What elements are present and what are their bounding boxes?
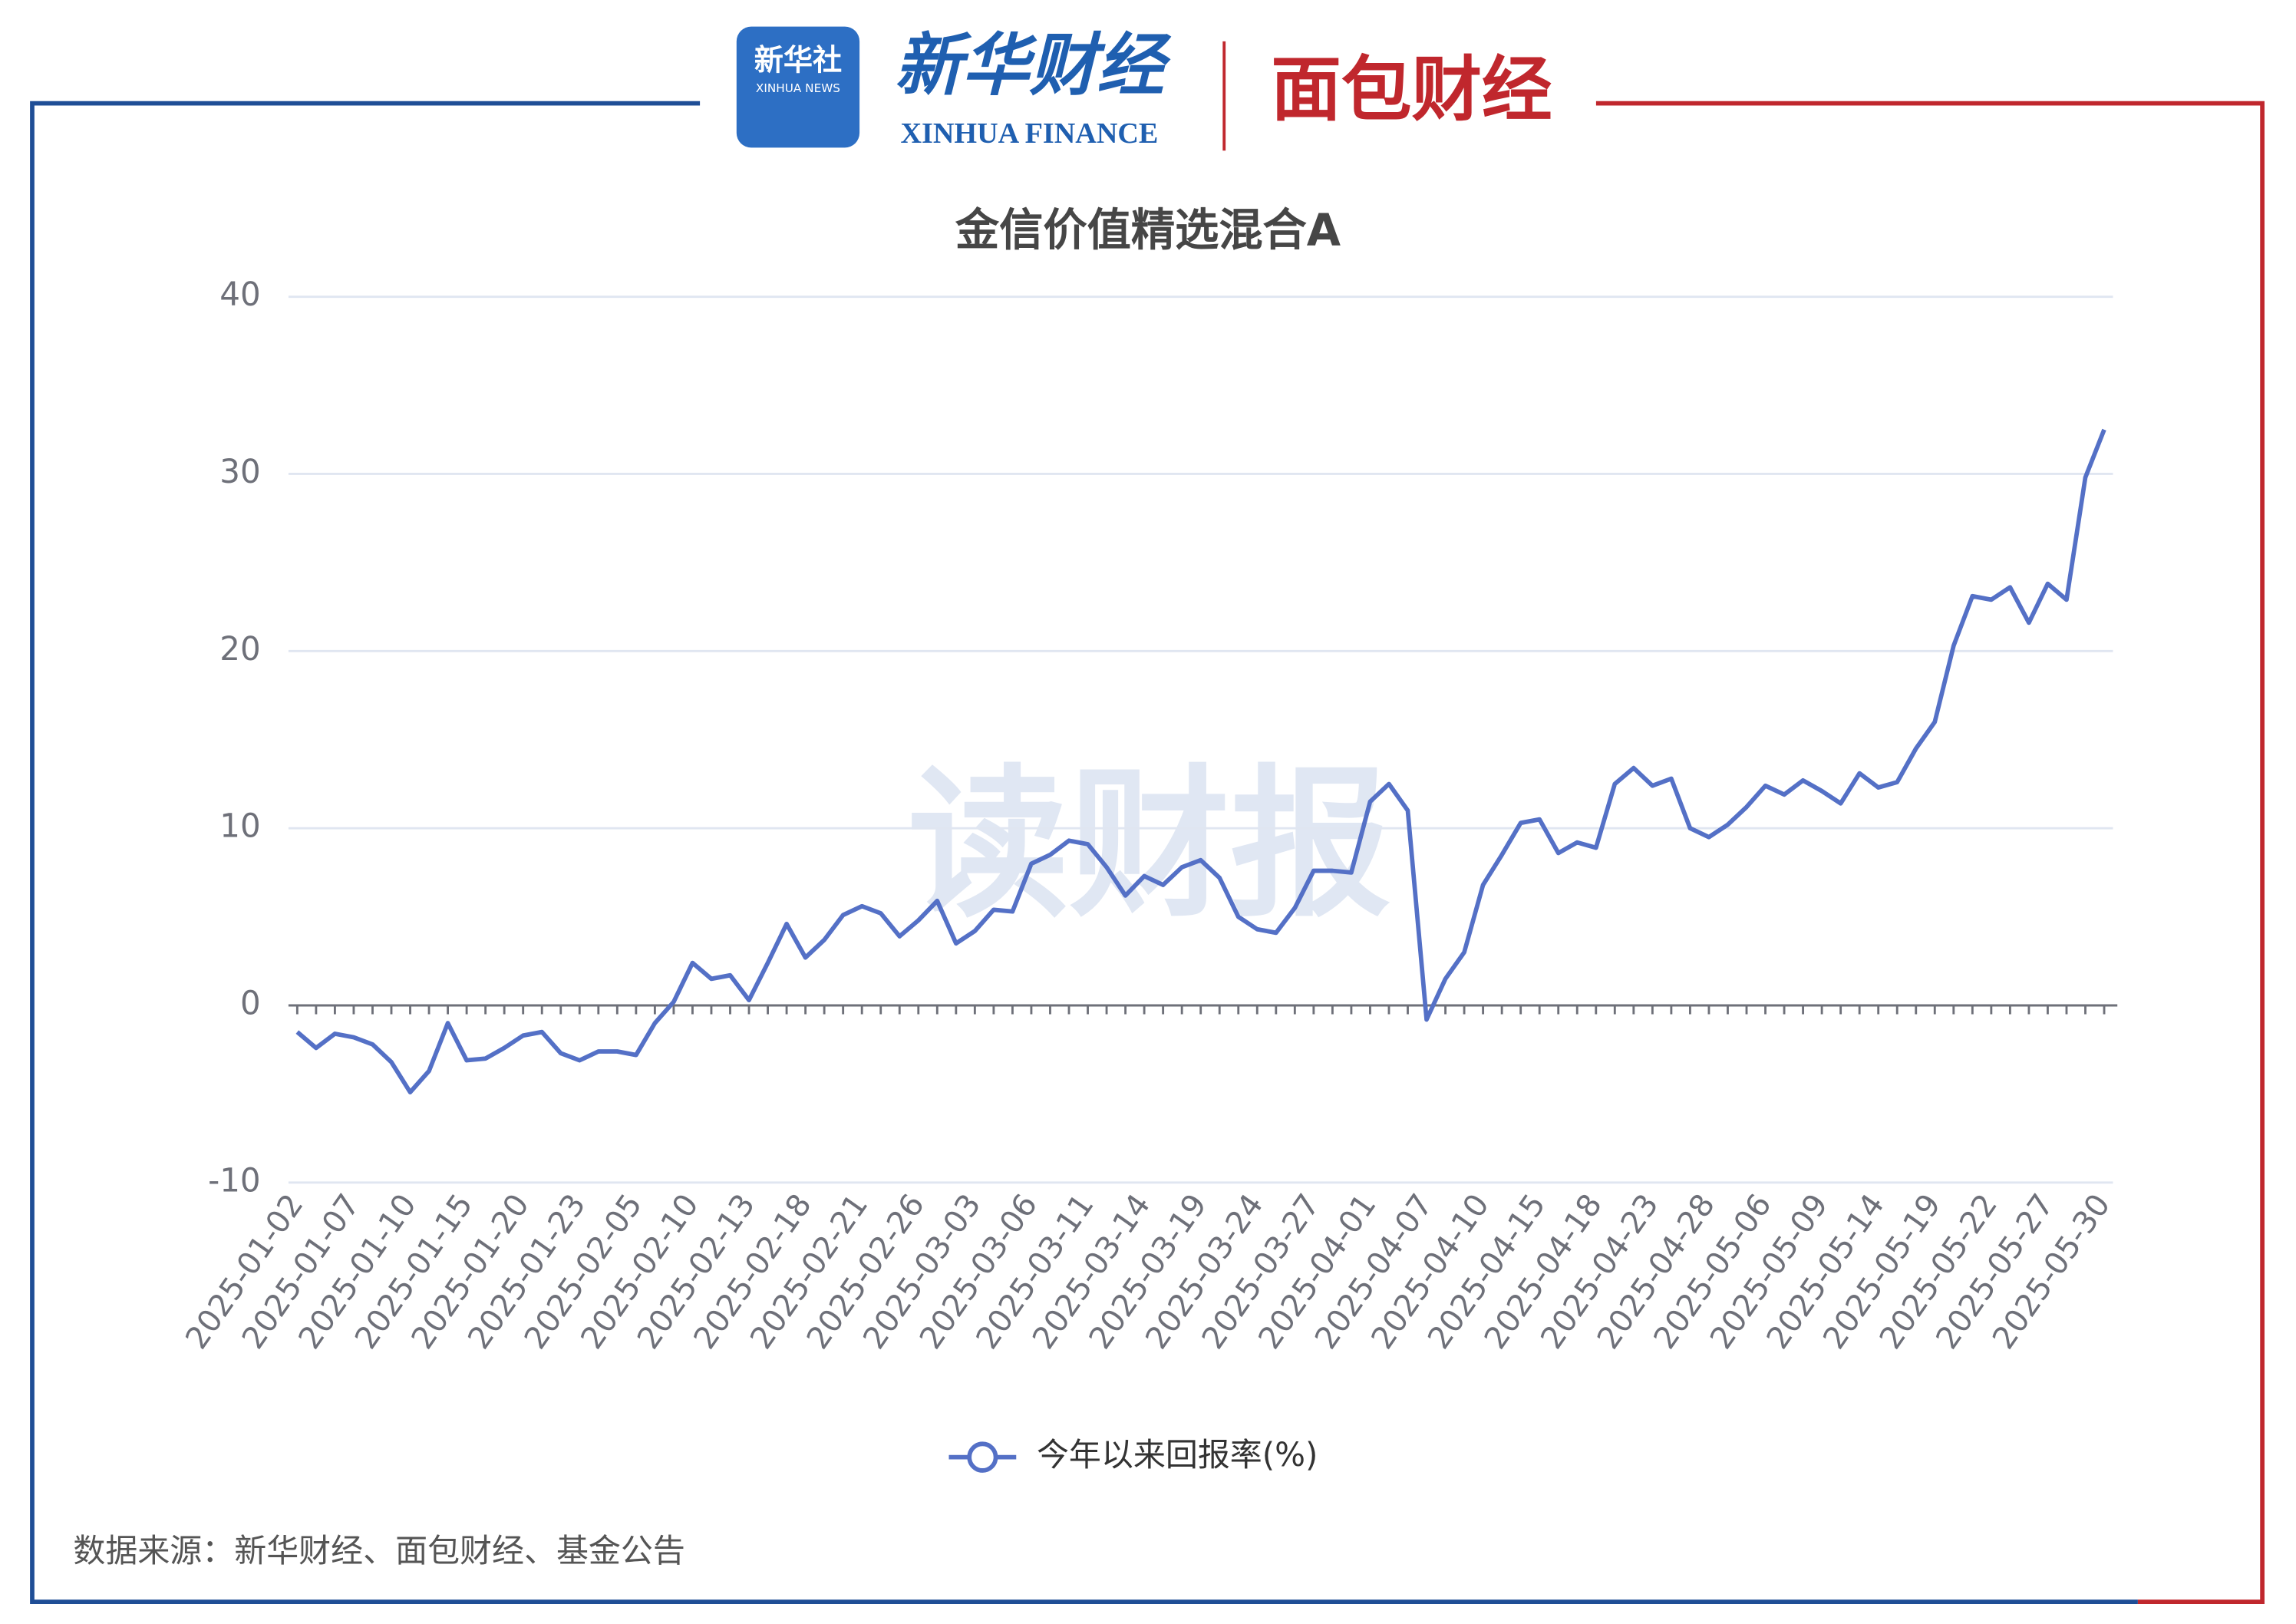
source-note: 数据来源：新华财经、面包财经、基金公告 [73, 1532, 685, 1570]
y-tick-label: 0 [240, 984, 261, 1022]
chart-title: 金信价值精选混合A [955, 204, 1341, 256]
legend-marker [967, 1441, 998, 1473]
frame-left [30, 101, 2138, 1605]
y-tick-label: 30 [219, 453, 260, 490]
y-tick-label: -10 [208, 1161, 261, 1199]
brand-cn: 新华财经 [895, 25, 1172, 104]
legend-label: 今年以来回报率(%) [1037, 1436, 1318, 1474]
frame-right [1595, 101, 2265, 1605]
y-tick-label: 20 [219, 630, 260, 668]
legend: 今年以来回报率(%) [948, 1436, 1318, 1474]
data-line [295, 428, 2106, 1094]
y-tick-label: 40 [219, 276, 260, 313]
brand-en: XINHUA FINANCE [900, 117, 1158, 150]
watermark: 读财报 [908, 750, 1391, 939]
partner-logo: 面包财经 [1271, 48, 1552, 130]
logo-en: XINHUA NEWS [756, 81, 840, 95]
logo-cn: 新华社 [754, 43, 842, 78]
logo-box [736, 26, 860, 148]
y-tick-label: 10 [219, 807, 260, 845]
